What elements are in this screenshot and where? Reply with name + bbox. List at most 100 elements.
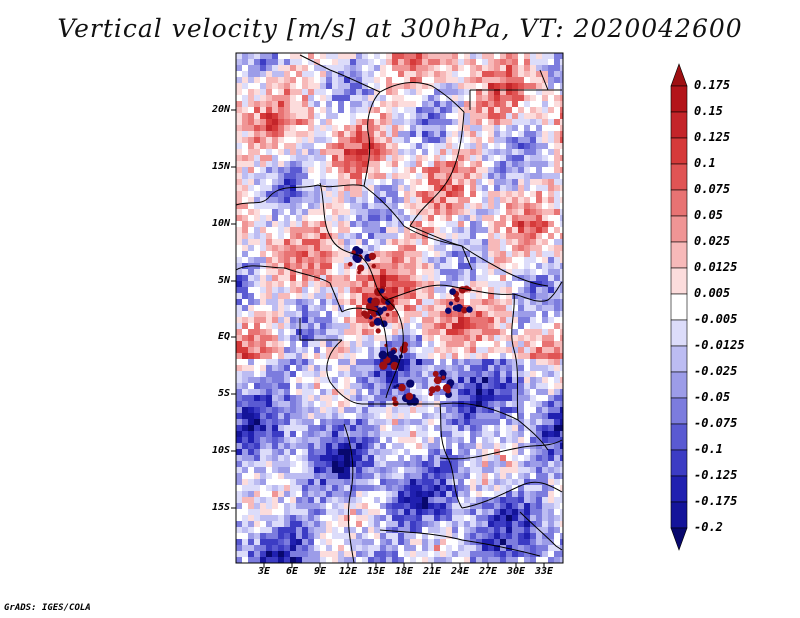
field-cell <box>374 467 381 474</box>
field-cell <box>350 335 357 342</box>
field-cell <box>320 437 327 444</box>
field-cell <box>512 203 519 210</box>
field-cell <box>422 497 429 504</box>
field-cell <box>410 443 417 450</box>
field-cell <box>398 59 405 66</box>
field-cell <box>248 257 255 264</box>
field-cell <box>290 263 297 270</box>
field-cell <box>362 107 369 114</box>
field-cell <box>320 71 327 78</box>
field-cell <box>434 395 441 402</box>
field-cell <box>434 227 441 234</box>
field-cell <box>506 161 513 168</box>
field-cell <box>440 107 447 114</box>
field-cell <box>404 323 411 330</box>
field-cell <box>350 239 357 246</box>
field-cell <box>242 137 249 144</box>
field-cell <box>458 197 465 204</box>
field-cell <box>422 347 429 354</box>
field-cell <box>308 59 315 66</box>
field-cell <box>356 329 363 336</box>
field-cell <box>440 311 447 318</box>
field-cell <box>536 233 543 240</box>
field-cell <box>272 83 279 90</box>
field-cell <box>332 59 339 66</box>
field-cell <box>260 119 267 126</box>
field-cell <box>548 329 555 336</box>
field-cell <box>326 539 333 546</box>
field-cell <box>428 95 435 102</box>
field-cell <box>332 203 339 210</box>
field-cell <box>398 527 405 534</box>
field-cell <box>362 437 369 444</box>
field-cell <box>368 527 375 534</box>
field-cell <box>392 509 399 516</box>
field-cell <box>554 227 561 234</box>
field-cell <box>452 227 459 234</box>
field-cell <box>458 425 465 432</box>
field-cell <box>542 203 549 210</box>
field-cell <box>236 59 243 66</box>
field-cell <box>284 257 291 264</box>
field-cell <box>392 275 399 282</box>
field-cell <box>398 497 405 504</box>
field-cell <box>440 77 447 84</box>
field-cell <box>470 281 477 288</box>
field-cell <box>506 131 513 138</box>
field-cell <box>290 59 297 66</box>
field-cell <box>332 467 339 474</box>
field-cell <box>266 95 273 102</box>
field-cell <box>236 263 243 270</box>
field-cell <box>506 59 513 66</box>
field-cell <box>524 515 531 522</box>
field-cell <box>410 461 417 468</box>
lon-label: 24E <box>450 566 470 577</box>
field-cell <box>530 167 537 174</box>
field-cell <box>356 167 363 174</box>
field-cell <box>518 485 525 492</box>
field-cell <box>512 185 519 192</box>
field-cell <box>356 137 363 144</box>
field-cell <box>380 395 387 402</box>
field-cell <box>254 395 261 402</box>
field-cell <box>458 101 465 108</box>
field-cell <box>542 131 549 138</box>
field-cell <box>560 287 563 294</box>
colorbar-label: 0.005 <box>694 286 731 300</box>
field-cell <box>278 221 285 228</box>
field-cell <box>242 59 249 66</box>
field-cell <box>464 407 471 414</box>
field-cell <box>374 443 381 450</box>
convective-cell <box>371 311 378 318</box>
field-cell <box>518 347 525 354</box>
field-cell <box>512 539 519 546</box>
field-cell <box>464 497 471 504</box>
field-cell <box>482 305 489 312</box>
field-cell <box>470 305 477 312</box>
field-cell <box>374 371 381 378</box>
field-cell <box>242 83 249 90</box>
field-cell <box>560 407 563 414</box>
field-cell <box>512 299 519 306</box>
field-cell <box>344 293 351 300</box>
field-cell <box>524 107 531 114</box>
field-cell <box>308 551 315 558</box>
field-cell <box>476 59 483 66</box>
field-cell <box>320 101 327 108</box>
field-cell <box>542 371 549 378</box>
field-cell <box>302 65 309 72</box>
field-cell <box>404 89 411 96</box>
field-cell <box>518 89 525 96</box>
field-cell <box>416 209 423 216</box>
field-cell <box>440 95 447 102</box>
field-cell <box>560 551 563 558</box>
field-cell <box>308 455 315 462</box>
field-cell <box>512 173 519 180</box>
field-cell <box>488 215 495 222</box>
field-cell <box>278 443 285 450</box>
field-cell <box>470 107 477 114</box>
field-cell <box>284 299 291 306</box>
field-cell <box>392 497 399 504</box>
field-cell <box>284 89 291 96</box>
field-cell <box>518 413 525 420</box>
